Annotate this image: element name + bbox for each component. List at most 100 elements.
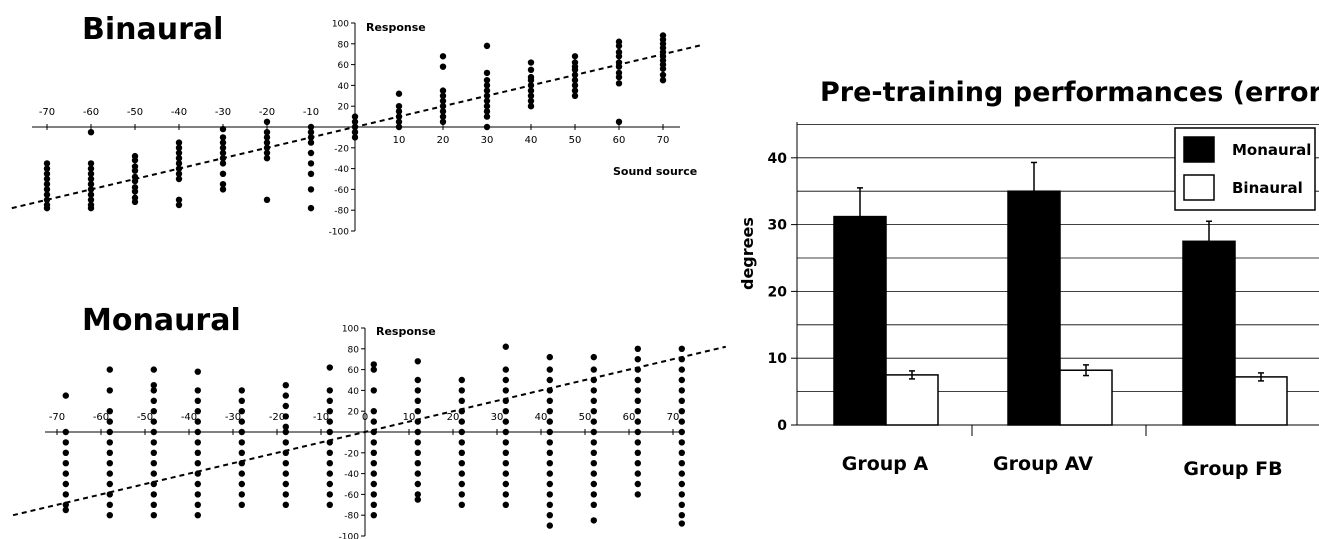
data-point	[106, 460, 114, 467]
data-point	[659, 71, 667, 79]
data-point	[370, 480, 377, 488]
data-point	[370, 449, 377, 456]
data-point	[458, 387, 465, 394]
y-tick-label: 20	[768, 284, 788, 300]
data-point	[43, 175, 51, 183]
data-point	[502, 480, 509, 488]
data-point	[62, 480, 69, 488]
data-point	[546, 376, 553, 384]
data-point	[634, 408, 641, 415]
y-tick-label: -60	[334, 186, 349, 196]
data-point	[439, 92, 447, 100]
data-point	[326, 460, 333, 467]
data-point	[175, 160, 183, 167]
data-point	[527, 92, 535, 100]
data-point	[326, 491, 333, 498]
data-point	[370, 512, 377, 519]
data-point	[351, 113, 359, 120]
data-point	[571, 87, 579, 94]
x-tick-label: -30	[215, 107, 231, 118]
data-point	[282, 392, 289, 399]
data-point	[282, 439, 289, 446]
data-point	[194, 501, 201, 508]
data-point	[370, 439, 377, 446]
data-point	[219, 170, 227, 177]
x-tick-label: -30	[225, 412, 241, 423]
data-point	[150, 428, 157, 436]
data-point	[87, 186, 95, 193]
data-point	[502, 460, 509, 467]
data-point	[238, 408, 245, 415]
data-point	[351, 134, 359, 141]
data-point	[502, 387, 509, 394]
y-tick-label: 40	[768, 151, 788, 167]
data-point	[282, 402, 289, 410]
data-point	[150, 480, 157, 488]
data-column-70	[659, 32, 667, 84]
data-point	[263, 196, 271, 203]
data-point	[282, 470, 289, 477]
data-point	[502, 501, 509, 508]
data-point	[150, 382, 157, 389]
data-point	[634, 460, 641, 467]
y-tick-label: 0	[777, 418, 787, 434]
data-point	[546, 491, 553, 498]
data-point	[483, 113, 491, 120]
data-point	[307, 134, 315, 141]
data-point	[590, 470, 597, 477]
data-point	[131, 188, 139, 195]
data-point	[590, 501, 597, 508]
data-point	[62, 392, 69, 399]
data-point	[326, 418, 333, 425]
data-point	[458, 428, 465, 436]
data-column-72	[678, 345, 685, 527]
data-column--10	[307, 123, 315, 212]
data-column-0	[351, 113, 359, 141]
monaural-title: Monaural	[82, 303, 241, 338]
y-tick-label: 20	[338, 103, 350, 113]
data-point	[634, 491, 641, 498]
data-point	[483, 108, 491, 115]
data-point	[634, 397, 641, 404]
data-point	[634, 418, 641, 425]
data-point	[175, 155, 183, 162]
data-point	[370, 408, 377, 415]
data-column-32	[502, 343, 509, 508]
data-point	[150, 512, 157, 519]
data-point	[326, 449, 333, 456]
data-point	[678, 501, 685, 508]
data-point	[219, 139, 227, 146]
data-point	[439, 108, 447, 115]
data-point	[62, 501, 69, 508]
data-point	[106, 480, 114, 488]
data-point	[678, 439, 685, 446]
data-point	[87, 181, 95, 188]
data-point	[590, 449, 597, 456]
data-point	[395, 113, 403, 120]
data-point	[502, 439, 509, 446]
data-point	[678, 387, 685, 394]
y-tick-label: -40	[344, 470, 359, 480]
data-point	[458, 460, 465, 467]
data-point	[678, 512, 685, 519]
data-point	[175, 149, 183, 157]
data-point	[546, 408, 553, 415]
data-point	[659, 65, 667, 72]
data-point	[678, 366, 685, 373]
data-point	[483, 69, 491, 77]
x-tick-label: 20	[447, 412, 460, 423]
data-point	[502, 470, 509, 477]
data-point	[370, 501, 377, 508]
bar-monaural-2	[1007, 190, 1061, 426]
data-column-62	[634, 345, 641, 498]
data-point	[150, 449, 157, 456]
y-tick-label: -100	[339, 533, 360, 539]
y-tick-label: 10	[768, 351, 788, 367]
binaural-xlabel: Sound source	[613, 165, 697, 178]
data-point	[483, 103, 491, 110]
data-point	[571, 66, 579, 74]
data-point	[414, 449, 421, 456]
data-point	[571, 92, 579, 100]
data-point	[87, 170, 95, 177]
